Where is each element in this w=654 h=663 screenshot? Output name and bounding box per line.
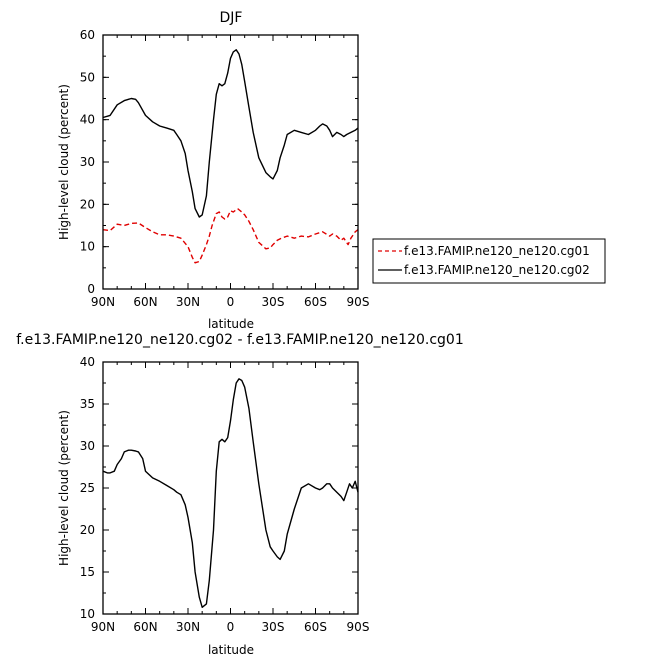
top-x-axis-label: latitude <box>208 317 254 331</box>
bottom-panel-title: f.e13.FAMIP.ne120_ne120.cg02 - f.e13.FAM… <box>16 332 464 348</box>
x-tick-label: 30S <box>262 295 285 309</box>
series-line-0-0 <box>102 207 359 264</box>
top-y-axis-label: High-level cloud (percent) <box>57 84 71 240</box>
x-tick-label: 60S <box>304 620 327 634</box>
y-tick-label: 40 <box>80 113 95 127</box>
x-tick-label: 90S <box>347 620 370 634</box>
x-tick-label: 90N <box>91 620 115 634</box>
y-tick-label: 10 <box>80 607 95 621</box>
x-tick-label: 60N <box>133 620 157 634</box>
bottom-y-axis-label: High-level cloud (percent) <box>57 410 71 566</box>
x-tick-label: 30N <box>176 620 200 634</box>
legend-label-cg02: f.e13.FAMIP.ne120_ne120.cg02 <box>404 263 590 277</box>
top-plot-frame <box>102 34 359 290</box>
y-tick-label: 15 <box>80 565 95 579</box>
x-tick-label: 30N <box>176 295 200 309</box>
series-line-1-0 <box>102 378 359 608</box>
x-tick-label: 0 <box>227 620 235 634</box>
legend-box <box>372 238 606 284</box>
y-tick-label: 30 <box>80 439 95 453</box>
x-tick-label: 60S <box>304 295 327 309</box>
y-tick-label: 35 <box>80 397 95 411</box>
top-panel-title: DJF <box>220 10 243 26</box>
bottom-x-axis-label: latitude <box>208 643 254 657</box>
top-panel: DJF 90N 60N 30N 0 30S 60S 90S 0 10 20 30 40 50 60 lat… <box>57 10 369 331</box>
x-tick-label: 90N <box>91 295 115 309</box>
y-tick-label: 40 <box>80 355 95 369</box>
y-tick-label: 25 <box>80 481 95 495</box>
x-tick-label: 60N <box>133 295 157 309</box>
y-tick-label: 50 <box>80 70 95 84</box>
y-tick-label: 30 <box>80 155 95 169</box>
legend: f.e13.FAMIP.ne120_ne120.cg01 f.e13.FAMIP… <box>372 238 606 284</box>
legend-label-cg01: f.e13.FAMIP.ne120_ne120.cg01 <box>404 244 590 258</box>
bottom-panel: f.e13.FAMIP.ne120_ne120.cg02 - f.e13.FAM… <box>16 332 464 657</box>
y-tick-label: 60 <box>80 28 95 42</box>
bottom-plot-frame <box>102 361 359 615</box>
y-tick-label: 20 <box>80 197 95 211</box>
x-tick-label: 90S <box>347 295 370 309</box>
x-tick-label: 0 <box>227 295 235 309</box>
y-tick-label: 10 <box>80 240 95 254</box>
y-tick-label: 0 <box>87 282 95 296</box>
y-tick-label: 20 <box>80 523 95 537</box>
x-tick-label: 30S <box>262 620 285 634</box>
series-line-0-1 <box>102 49 359 218</box>
